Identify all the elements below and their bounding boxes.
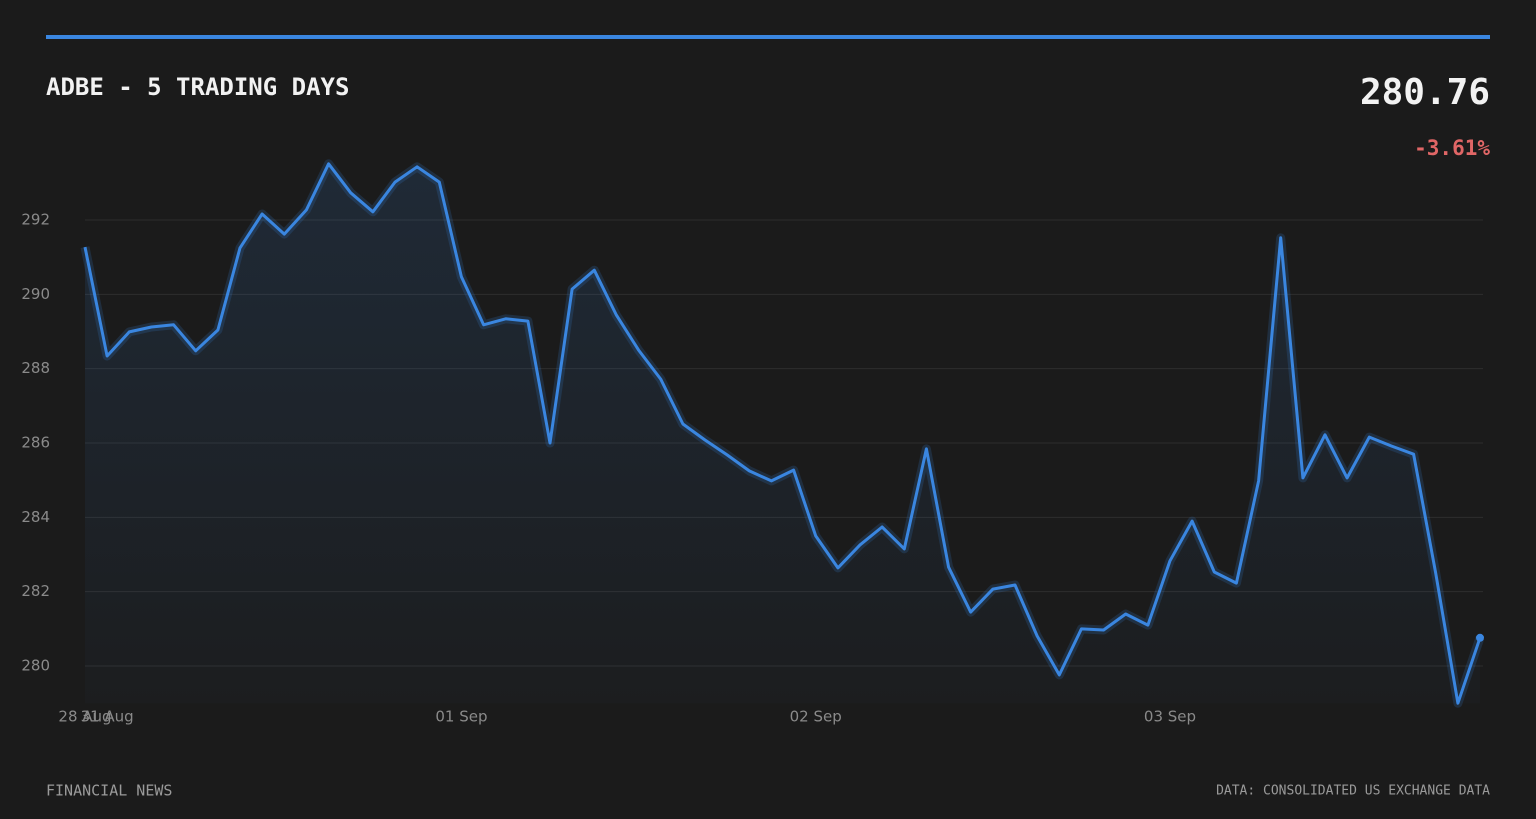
line [83, 162, 1482, 705]
y-tick-label: 286 [21, 434, 50, 452]
change: -3.61% [1414, 136, 1490, 160]
x-tick-label: 02 Sep [790, 708, 842, 726]
y-tick-label: 292 [21, 210, 50, 228]
last-point [1476, 633, 1484, 642]
footer-left: FINANCIAL NEWS [46, 782, 172, 800]
top-bar [46, 35, 1490, 39]
last-price: 280.76 [1360, 72, 1490, 113]
footer-right: DATA: CONSOLIDATED US EXCHANGE DATA [1216, 784, 1490, 799]
y-tick-label: 280 [21, 657, 50, 675]
area [85, 163, 1480, 704]
y-tick-label: 288 [21, 359, 50, 377]
x-tick-label: 31 Aug [81, 708, 134, 726]
x-tick-label: 28 Aug [58, 708, 111, 726]
x-tick-label: 03 Sep [1144, 708, 1196, 726]
y-tick-label: 284 [21, 508, 50, 526]
y-tick-label: 290 [21, 285, 50, 303]
y-tick-label: 282 [21, 582, 50, 600]
chart-title: ADBE - 5 TRADING DAYS [46, 73, 349, 101]
x-tick-label: 01 Sep [435, 708, 487, 726]
